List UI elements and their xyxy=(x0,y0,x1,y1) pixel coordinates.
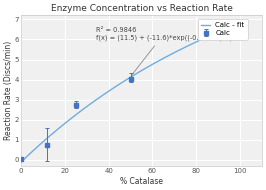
Calc - fit xyxy=(19,161,23,163)
Calc - fit xyxy=(177,49,181,51)
Calc - fit xyxy=(157,60,160,62)
Y-axis label: Reaction Rate (Discs/min): Reaction Rate (Discs/min) xyxy=(4,41,13,140)
Text: R² = 0.9846
f(x) = (11.5) + (-11.6)*exp((-0.00905)*x): R² = 0.9846 f(x) = (11.5) + (-11.6)*exp(… xyxy=(95,27,232,74)
Calc - fit xyxy=(238,22,242,24)
Calc - fit xyxy=(46,137,49,139)
Calc - fit xyxy=(91,101,94,104)
Calc - fit xyxy=(178,48,182,51)
Legend: Calc - fit, Calc: Calc - fit, Calc xyxy=(198,19,248,40)
Title: Enzyme Concentration vs Reaction Rate: Enzyme Concentration vs Reaction Rate xyxy=(51,4,232,13)
X-axis label: % Catalase: % Catalase xyxy=(120,177,163,186)
Line: Calc - fit: Calc - fit xyxy=(21,23,240,162)
Calc - fit xyxy=(106,91,109,93)
